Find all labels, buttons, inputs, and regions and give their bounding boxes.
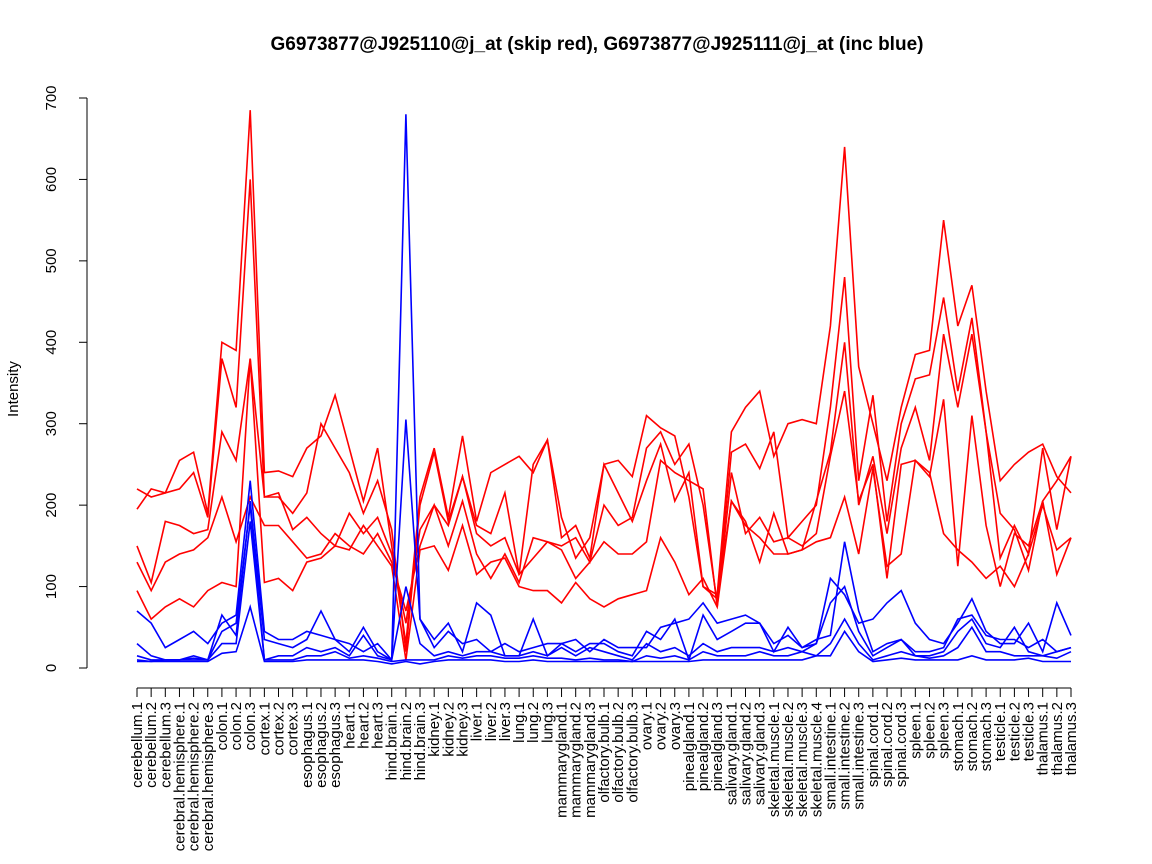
series-line-skip-3 — [136, 333, 1072, 624]
x-tick-label: mammarygland.2 — [568, 702, 585, 818]
x-tick-label: heart.1 — [341, 702, 358, 749]
y-axis-label: Intensity — [5, 361, 22, 417]
series-line-skip-5 — [136, 358, 1072, 661]
series-line-skip-1 — [136, 110, 1072, 644]
series-line-skip-2 — [136, 179, 1072, 652]
x-tick-label: liver.2 — [483, 702, 500, 741]
x-tick-label: colon.2 — [228, 702, 245, 750]
series-line-inc-4 — [136, 521, 1072, 663]
x-tick-label: olfactory.bulb.3 — [624, 702, 641, 803]
x-tick-label: spinal.cord.2 — [879, 702, 896, 787]
x-tick-label: cerebral.hemisphere.2 — [186, 702, 203, 851]
x-tick-label: esophagus.1 — [299, 702, 316, 788]
x-tick-label: lung.2 — [525, 702, 542, 743]
x-tick-label: esophagus.3 — [327, 702, 344, 788]
x-tick-label: kidney.3 — [454, 702, 471, 757]
series-group — [136, 110, 1072, 665]
x-tick-label: cerebellum.1 — [129, 702, 146, 788]
x-tick-label: cortex.2 — [271, 702, 288, 755]
x-tick-label: pinealgland.1 — [681, 702, 698, 791]
x-tick-label: testicle.1 — [992, 702, 1009, 761]
y-tick-label: 600 — [43, 167, 60, 192]
x-tick-label: spleen.3 — [936, 702, 953, 759]
x-tick-label: thalamus.3 — [1063, 702, 1080, 775]
x-tick-label: liver.1 — [469, 702, 486, 741]
y-tick-label: 100 — [43, 574, 60, 599]
x-tick-label: esophagus.2 — [313, 702, 330, 788]
x-tick-label: pinealgland.2 — [695, 702, 712, 791]
x-tick-label: spinal.cord.3 — [893, 702, 910, 787]
chart-title: G6973877@J925110@j_at (skip red), G69738… — [271, 34, 924, 55]
x-tick-label: salivary.gland.3 — [752, 702, 769, 805]
x-tick-label: small.intestine.1 — [822, 702, 839, 810]
x-tick-label: hind.brain.3 — [412, 702, 429, 780]
x-tick-label: thalamus.1 — [1035, 702, 1052, 775]
x-tick-label: small.intestine.2 — [837, 702, 854, 810]
x-tick-label: mammarygland.1 — [554, 702, 571, 818]
y-tick-label: 200 — [43, 493, 60, 518]
x-tick-label: stomach.3 — [978, 702, 995, 771]
x-tick-label: ovary.3 — [667, 702, 684, 750]
x-tick-label: lung.3 — [539, 702, 556, 743]
x-tick-label: skeletal.muscle.4 — [808, 702, 825, 817]
x-tick-label: spleen.2 — [921, 702, 938, 759]
series-line-inc-2 — [136, 419, 1072, 663]
y-tick-label: 300 — [43, 411, 60, 436]
x-tick-label: lung.1 — [511, 702, 528, 743]
x-tick-label: heart.2 — [355, 702, 372, 749]
x-tick-label: colon.3 — [242, 702, 259, 750]
x-tick-label: cortex.1 — [256, 702, 273, 755]
y-tick-label: 400 — [43, 330, 60, 355]
x-tick-label: kidney.1 — [426, 702, 443, 757]
x-axis: cerebellum.1cerebellum.2cerebellum.3cere… — [129, 687, 1080, 851]
x-tick-label: thalamus.2 — [1049, 702, 1066, 775]
x-tick-label: salivary.gland.1 — [723, 702, 740, 805]
x-tick-label: liver.3 — [497, 702, 514, 741]
x-tick-label: skeletal.muscle.1 — [766, 702, 783, 817]
x-tick-label: mammarygland.3 — [582, 702, 599, 818]
x-tick-label: ovary.2 — [653, 702, 670, 750]
y-axis: 0 100 200 300 400 500 600 700 — [43, 85, 88, 672]
x-tick-label: pinealgland.3 — [709, 702, 726, 791]
x-tick-label: stomach.1 — [950, 702, 967, 771]
y-tick-label: 0 — [43, 664, 60, 672]
x-tick-label: olfactory.bulb.2 — [610, 702, 627, 803]
series-line-inc-3 — [136, 505, 1072, 661]
x-tick-label: salivary.gland.2 — [738, 702, 755, 805]
x-tick-label: hind.brain.1 — [384, 702, 401, 780]
x-tick-label: hind.brain.2 — [398, 702, 415, 780]
x-tick-label: colon.1 — [214, 702, 231, 750]
x-tick-label: skeletal.muscle.2 — [780, 702, 797, 817]
series-line-inc-5 — [137, 604, 1071, 665]
x-tick-label: cerebral.hemisphere.1 — [171, 702, 188, 851]
y-tick-label: 700 — [43, 85, 60, 110]
x-tick-label: cerebellum.3 — [157, 702, 174, 788]
x-tick-label: small.intestine.3 — [851, 702, 868, 810]
x-tick-label: spinal.cord.1 — [865, 702, 882, 787]
x-tick-label: heart.3 — [370, 702, 387, 749]
x-tick-label: kidney.2 — [440, 702, 457, 757]
x-tick-label: cerebellum.2 — [143, 702, 160, 788]
y-tick-label: 500 — [43, 248, 60, 273]
x-tick-label: testicle.3 — [1021, 702, 1038, 761]
x-tick-label: cortex.3 — [285, 702, 302, 755]
x-tick-label: testicle.2 — [1006, 702, 1023, 761]
x-tick-label: stomach.2 — [964, 702, 981, 771]
x-tick-label: olfactory.bulb.1 — [596, 702, 613, 803]
x-tick-label: cerebral.hemisphere.3 — [200, 702, 217, 851]
x-tick-label: skeletal.muscle.3 — [794, 702, 811, 817]
x-tick-label: ovary.1 — [638, 702, 655, 750]
series-line-inc-1 — [136, 114, 1072, 662]
x-tick-label: spleen.1 — [907, 702, 924, 759]
